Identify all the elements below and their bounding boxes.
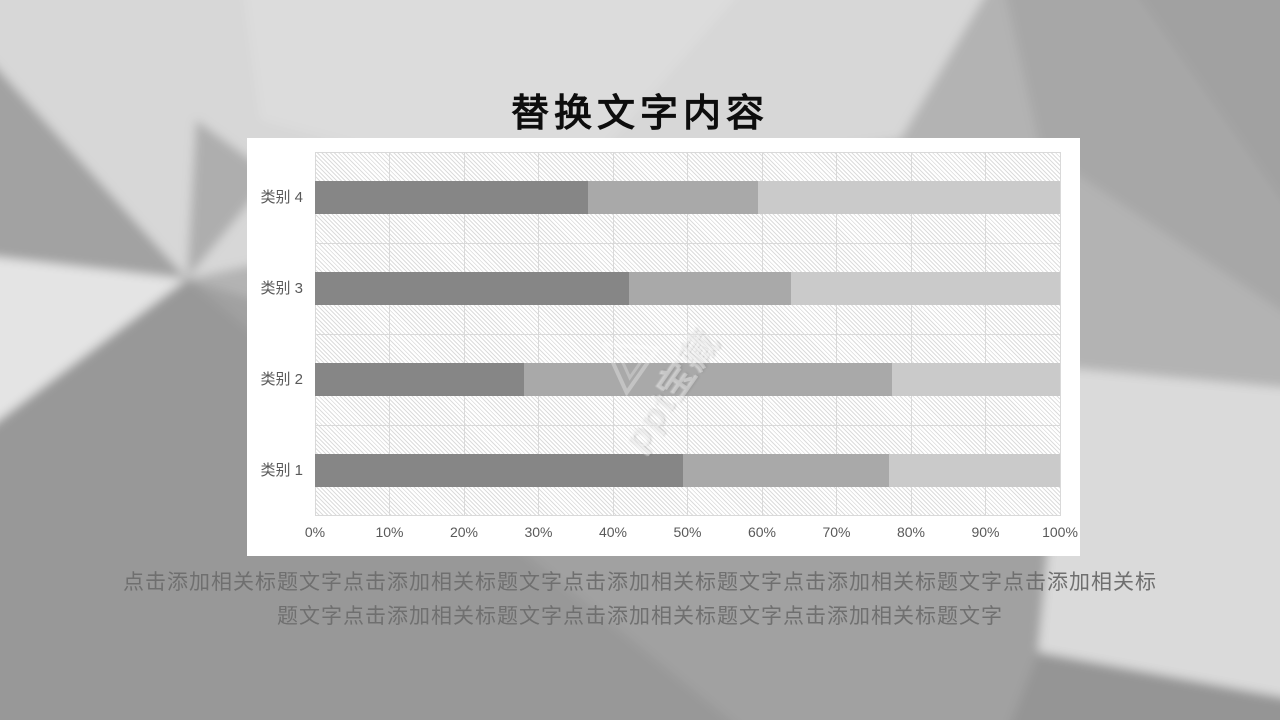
category-axis: 类别 4 类别 3 类别 2 类别 1 [247,152,303,516]
value-axis: 0% 10% 20% 30% 40% 50% 60% 70% 80% 90% 100% [247,524,1080,542]
caption-line: 点击添加相关标题文字点击添加相关标题文字点击添加相关标题文字点击添加相关标题文字… [123,571,1157,594]
bar-row [315,363,1060,396]
x-tick-label: 60% [747,524,777,540]
bar-segment-segment-dark [315,181,588,214]
category-label: 类别 4 [260,188,303,206]
x-tick-label: 50% [673,524,702,540]
bar-segment-segment-dark [315,272,630,305]
category-label: 类别 3 [260,279,303,297]
gridline-horizontal [315,515,1060,516]
bar-segment-segment-light [757,181,1060,214]
x-tick-label: 90% [971,524,1000,540]
bar-segment-segment-medium [683,454,889,487]
x-tick-label: 80% [896,524,926,540]
gridline-horizontal [315,425,1060,426]
x-tick-label: 10% [375,524,404,540]
bar-segment-segment-light [892,363,1060,396]
slide-title[interactable]: 替换文字内容 [510,93,769,135]
x-tick-label: 100% [1042,524,1078,540]
bar-segment-segment-light [888,454,1060,487]
gridline-horizontal [315,334,1060,335]
plot-area [314,152,1061,516]
x-tick-label: 20% [449,524,479,540]
x-tick-label: 30% [524,524,553,540]
caption-line: 题文字点击添加相关标题文字点击添加相关标题文字点击添加相关标题文字 [277,605,1003,628]
x-tick-label: 40% [598,524,628,540]
x-tick-label: 70% [822,524,851,540]
bar-segment-segment-light [791,272,1060,305]
bar-segment-segment-dark [315,363,525,396]
category-label: 类别 1 [260,461,303,479]
gridline-horizontal [315,243,1060,244]
chart-card[interactable]: 类别 4 类别 3 类别 2 类别 1 0% 10% 20% 30% 40% 50% 60% 70%… [247,138,1080,556]
caption-text[interactable]: 点击添加相关标题文字点击添加相关标题文字点击添加相关标题文字点击添加相关标题文字… [60,566,1220,634]
bar-row [315,181,1060,214]
gridline-vertical [1059,152,1061,516]
bar-segment-segment-dark [315,454,684,487]
bar-segment-segment-medium [629,272,792,305]
bar-row [315,454,1060,487]
x-tick-label: 0% [304,524,326,540]
gridline-horizontal [315,152,1060,153]
category-label: 类别 2 [260,370,303,388]
bar-segment-segment-medium [524,363,893,396]
bar-row [315,272,1060,305]
bar-segment-segment-medium [587,181,758,214]
